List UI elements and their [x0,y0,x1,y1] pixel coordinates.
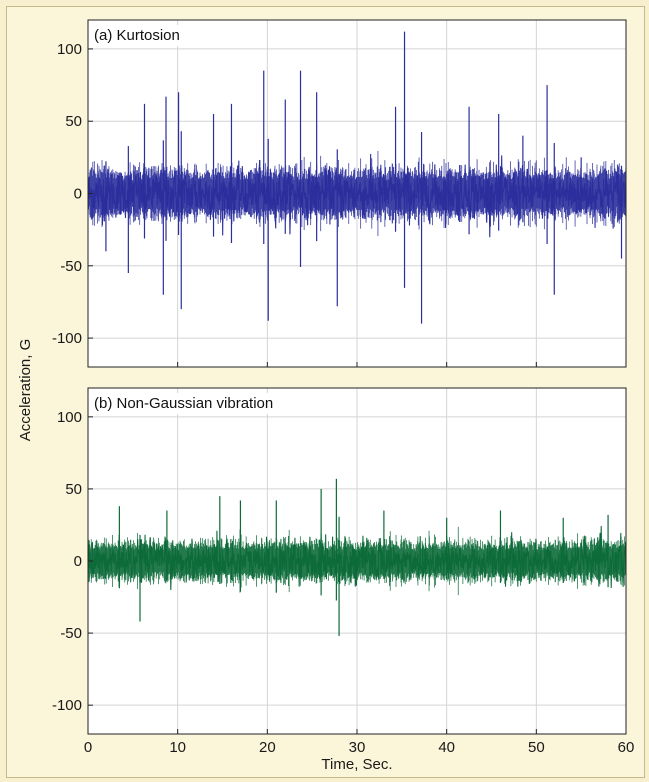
panel-title: (a) Kurtosion [94,27,180,44]
y-tick-label: -50 [60,258,82,275]
y-tick-label: 50 [65,113,82,130]
y-tick-label: 50 [65,481,82,498]
x-tick-label: 60 [618,739,635,756]
panel-title-background [90,25,184,46]
x-tick-label: 0 [84,739,92,756]
y-tick-label: 0 [74,186,82,203]
y-tick-label: -100 [52,697,82,714]
y-tick-label: 100 [57,409,82,426]
y-tick-label: 0 [74,553,82,570]
chart-panel-1: -100 -50 0 50 100 (a) Kurtosion [52,19,627,368]
y-axis-title: Acceleration, G [17,339,34,442]
x-tick-label: 40 [438,739,455,756]
y-tick-label: -50 [60,625,82,642]
x-axis-title: Time, Sec. [321,756,392,773]
x-tick-label: 10 [169,739,186,756]
x-tick-label: 30 [349,739,366,756]
x-tick-label: 20 [259,739,276,756]
y-tick-label: -100 [52,330,82,347]
panel-title: (b) Non-Gaussian vibration [94,395,273,412]
panel-title-background [90,393,278,414]
chart-panel-2: -100 -50 0 50 100 0 10 20 30 40 50 60 (b) Non-Gaussi… [52,387,635,773]
y-tick-label: 100 [57,41,82,58]
x-tick-label: 50 [528,739,545,756]
